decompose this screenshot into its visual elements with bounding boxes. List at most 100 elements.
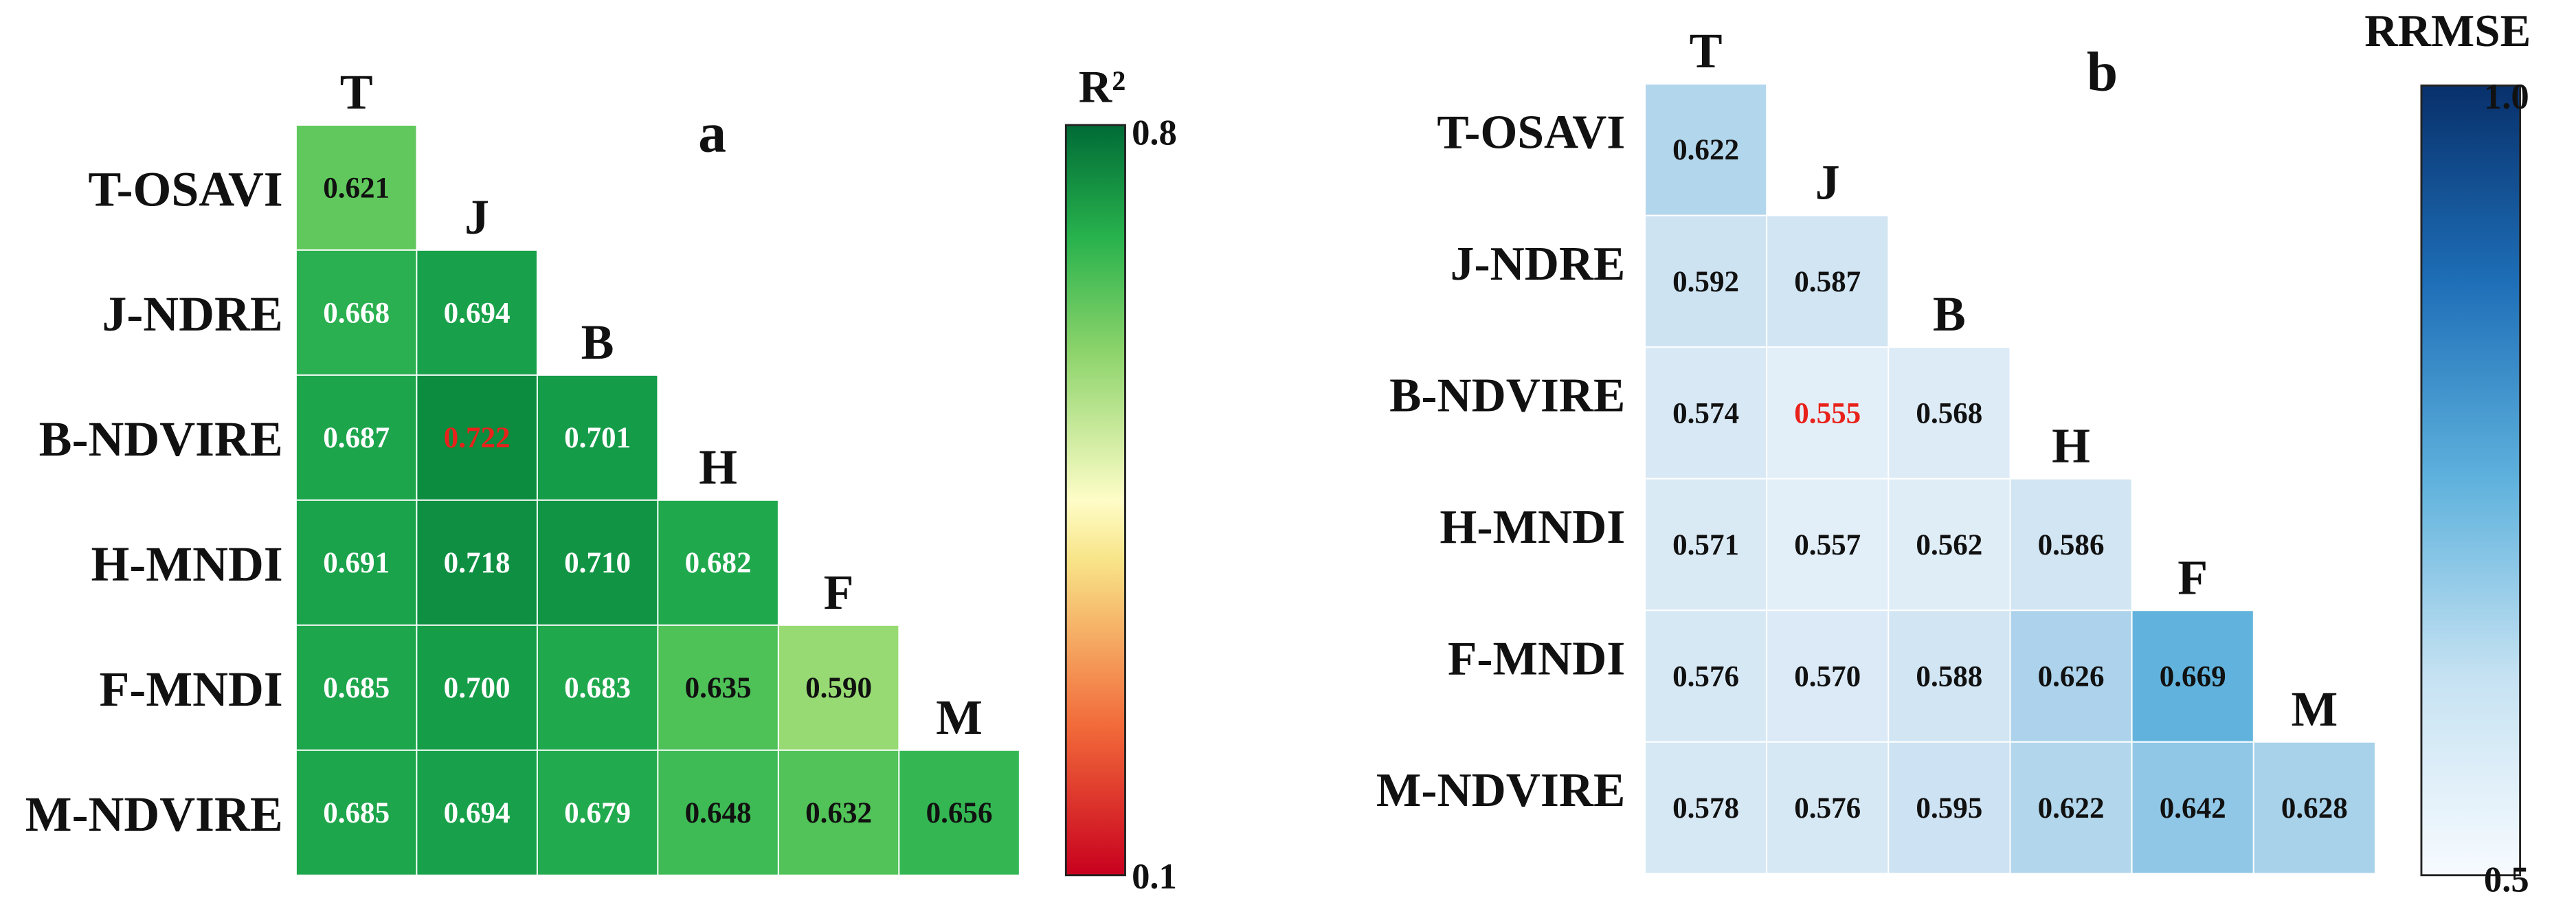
col-label-b-2: B bbox=[1933, 287, 1966, 342]
heatmap-cell-a-r2-c1 bbox=[416, 374, 538, 501]
cell-value-a-r4-c4: 0.590 bbox=[805, 672, 872, 704]
cell-value-a-r5-c1: 0.694 bbox=[444, 797, 511, 829]
heatmap-cell-a-r5-c1 bbox=[416, 749, 538, 876]
cell-value-b-r0-c0: 0.622 bbox=[1672, 134, 1739, 166]
row-label-b-4: F-MNDI bbox=[1448, 633, 1625, 686]
cell-value-a-r4-c2: 0.683 bbox=[564, 672, 631, 704]
heatmap-cell-a-r1-c1 bbox=[416, 249, 538, 376]
cell-value-a-r5-c4: 0.632 bbox=[805, 797, 872, 829]
cell-value-a-r0-c0: 0.621 bbox=[323, 172, 390, 204]
heatmap-cell-b-r2-c2 bbox=[1888, 346, 2011, 480]
cell-value-b-r5-c1: 0.576 bbox=[1794, 792, 1861, 825]
cell-value-a-r4-c1: 0.700 bbox=[444, 672, 511, 704]
heatmap-cell-b-r1-c1 bbox=[1766, 214, 1890, 348]
cell-value-a-r3-c3: 0.682 bbox=[685, 547, 752, 579]
cell-value-b-r3-c3: 0.586 bbox=[2038, 529, 2105, 561]
cell-value-a-r5-c3: 0.648 bbox=[685, 797, 752, 829]
heatmap-cell-a-r5-c5 bbox=[898, 749, 1020, 876]
col-label-b-1: J bbox=[1815, 155, 1840, 210]
heatmap-cell-b-r5-c4 bbox=[2131, 741, 2254, 875]
heatmap-cell-a-r2-c2 bbox=[536, 374, 659, 501]
heatmap-cell-a-r4-c1 bbox=[416, 624, 538, 751]
heatmap-cell-a-r3-c3 bbox=[657, 499, 779, 626]
heatmap-panel-b: 0.622 0.592 0.587 0.574 0.555 0.568 0.571 0.557… bbox=[1376, 5, 2531, 900]
heatmap-cell-b-r4-c4 bbox=[2131, 609, 2254, 743]
cell-value-a-r5-c5: 0.656 bbox=[926, 797, 993, 829]
col-label-b-0: T bbox=[1690, 23, 1723, 78]
cell-value-b-r5-c2: 0.595 bbox=[1916, 792, 1982, 825]
cell-value-a-r5-c2: 0.679 bbox=[564, 797, 631, 829]
colorbar-max-label-a: 0.8 bbox=[1132, 113, 1177, 153]
cell-value-b-r1-c1: 0.587 bbox=[1794, 266, 1861, 298]
cell-value-b-r2-c2: 0.568 bbox=[1916, 397, 1982, 429]
heatmap-cell-b-r5-c0 bbox=[1644, 741, 1768, 875]
cell-value-b-r4-c1: 0.570 bbox=[1794, 660, 1861, 693]
heatmap-cell-a-r4-c2 bbox=[536, 624, 659, 751]
cell-value-b-r4-c4: 0.669 bbox=[2160, 660, 2226, 693]
cell-value-b-r5-c5: 0.628 bbox=[2281, 792, 2348, 825]
heatmap-cell-a-r1-c0 bbox=[295, 249, 418, 376]
cell-value-a-r1-c1: 0.694 bbox=[444, 297, 511, 329]
cell-value-b-r2-c0: 0.574 bbox=[1672, 397, 1739, 429]
colorbar-max-label-b: 1.0 bbox=[2484, 77, 2529, 117]
cell-value-a-r3-c1: 0.718 bbox=[444, 547, 511, 579]
heatmap-cell-a-r5-c2 bbox=[536, 749, 659, 876]
heatmap-cell-a-r0-c0 bbox=[295, 124, 418, 251]
heatmap-cell-b-r2-c0 bbox=[1644, 346, 1768, 480]
col-label-a-2: B bbox=[581, 315, 614, 370]
panel-label-a: a bbox=[698, 101, 726, 164]
cell-value-b-r4-c3: 0.626 bbox=[2038, 660, 2105, 693]
row-label-b-1: J-NDRE bbox=[1451, 238, 1625, 291]
cell-value-b-r3-c0: 0.571 bbox=[1672, 529, 1739, 561]
heatmap-cell-a-r5-c3 bbox=[657, 749, 779, 876]
heatmap-panel-a: 0.621 0.668 0.694 0.687 0.722 0.701 0.691 0.718… bbox=[25, 61, 1177, 896]
heatmap-cell-b-r3-c3 bbox=[2009, 478, 2133, 612]
row-label-a-3: H-MNDI bbox=[91, 537, 283, 592]
colorbar-title-a: R² bbox=[1079, 61, 1125, 112]
colorbar-a bbox=[1064, 124, 1126, 877]
cell-value-a-r2-c1: 0.722 bbox=[444, 422, 511, 454]
cell-value-a-r2-c0: 0.687 bbox=[323, 422, 390, 454]
heatmap-cell-a-r3-c1 bbox=[416, 499, 538, 626]
heatmap-cell-b-r0-c0 bbox=[1644, 83, 1768, 216]
cell-value-a-r1-c0: 0.668 bbox=[323, 297, 390, 329]
cell-value-a-r4-c0: 0.685 bbox=[323, 672, 390, 704]
heatmap-cell-a-r4-c3 bbox=[657, 624, 779, 751]
col-label-b-4: F bbox=[2177, 550, 2208, 605]
heatmap-cell-b-r3-c1 bbox=[1766, 478, 1890, 612]
cell-value-a-r3-c2: 0.710 bbox=[564, 547, 631, 579]
cell-value-b-r3-c1: 0.557 bbox=[1794, 529, 1861, 561]
col-label-a-3: H bbox=[699, 440, 737, 495]
col-label-b-3: H bbox=[2052, 418, 2090, 473]
cell-value-b-r1-c0: 0.592 bbox=[1672, 266, 1739, 298]
cell-value-a-r3-c0: 0.691 bbox=[323, 547, 390, 579]
cell-value-a-r2-c2: 0.701 bbox=[564, 422, 631, 454]
heatmap-cell-b-r5-c5 bbox=[2252, 741, 2376, 875]
row-label-a-4: F-MNDI bbox=[100, 662, 283, 717]
row-label-b-5: M-NDVIRE bbox=[1376, 764, 1625, 817]
panel-label-b: b bbox=[2087, 41, 2118, 103]
cell-value-b-r4-c0: 0.576 bbox=[1672, 660, 1739, 693]
heatmap-cell-b-r4-c3 bbox=[2009, 609, 2133, 743]
colorbar-title-b: RRMSE bbox=[2364, 5, 2531, 56]
row-label-a-1: J-NDRE bbox=[102, 287, 282, 342]
colorbar-min-label-b: 0.5 bbox=[2484, 860, 2529, 900]
cell-value-b-r2-c1: 0.555 bbox=[1794, 397, 1861, 429]
cell-value-b-r3-c2: 0.562 bbox=[1916, 529, 1982, 561]
col-label-b-5: M bbox=[2291, 682, 2338, 737]
col-label-a-4: F bbox=[824, 565, 854, 620]
colorbar-b bbox=[2420, 85, 2522, 877]
heatmap-cell-b-r5-c1 bbox=[1766, 741, 1890, 875]
row-label-b-0: T-OSAVI bbox=[1437, 106, 1625, 159]
cell-value-a-r4-c3: 0.635 bbox=[685, 672, 752, 704]
col-label-a-5: M bbox=[936, 690, 983, 745]
heatmap-cell-a-r5-c0 bbox=[295, 749, 418, 876]
heatmap-cell-b-r1-c0 bbox=[1644, 214, 1768, 348]
heatmap-cell-b-r3-c0 bbox=[1644, 478, 1768, 612]
cell-value-b-r5-c0: 0.578 bbox=[1672, 792, 1739, 825]
heatmap-cell-a-r4-c4 bbox=[777, 624, 900, 751]
row-label-a-2: B-NDVIRE bbox=[39, 412, 283, 467]
row-label-b-3: H-MNDI bbox=[1440, 501, 1625, 554]
cell-value-a-r5-c0: 0.685 bbox=[323, 797, 390, 829]
